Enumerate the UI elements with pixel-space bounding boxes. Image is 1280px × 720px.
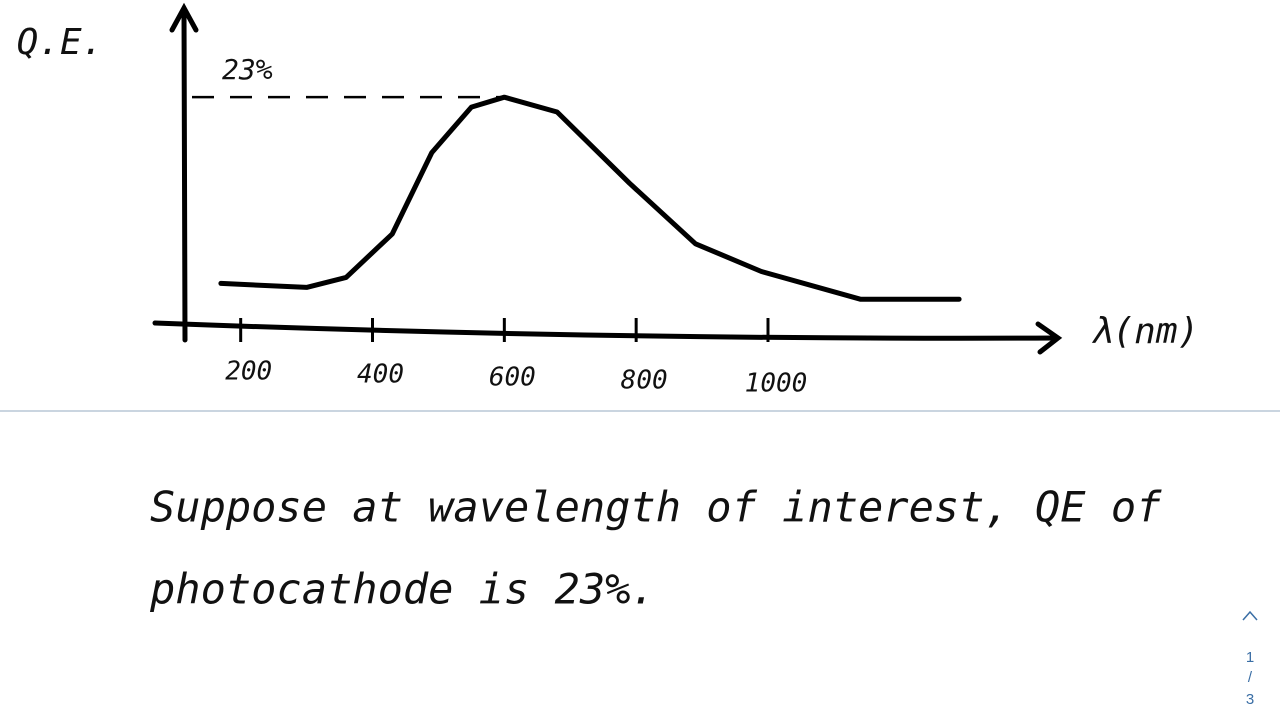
x-tick-label: 600 <box>489 363 536 393</box>
y-tick-label: 23% <box>222 53 273 86</box>
pager-current: 1 <box>1246 649 1254 666</box>
x-axis-arrow <box>1035 321 1063 355</box>
y-axis-arrow <box>169 2 199 33</box>
pager-total: 3 <box>1246 691 1254 708</box>
y-axis-label: Q.E. <box>17 22 104 63</box>
x-axis <box>152 320 1058 341</box>
y-axis <box>181 7 188 343</box>
x-tick-label: 200 <box>225 357 272 387</box>
x-axis-label: λ(nm) <box>1091 311 1199 352</box>
x-tick-label: 400 <box>357 360 404 390</box>
note-line: Suppose at wavelength of interest, QE of <box>150 483 1162 532</box>
note-line: photocathode is 23%. <box>149 565 656 614</box>
x-tick-label: 1000 <box>745 369 808 399</box>
x-tick-label: 800 <box>621 366 668 396</box>
qe-curve <box>218 94 962 302</box>
pager-separator: / <box>1248 669 1253 686</box>
pager-up[interactable] <box>1242 610 1258 621</box>
